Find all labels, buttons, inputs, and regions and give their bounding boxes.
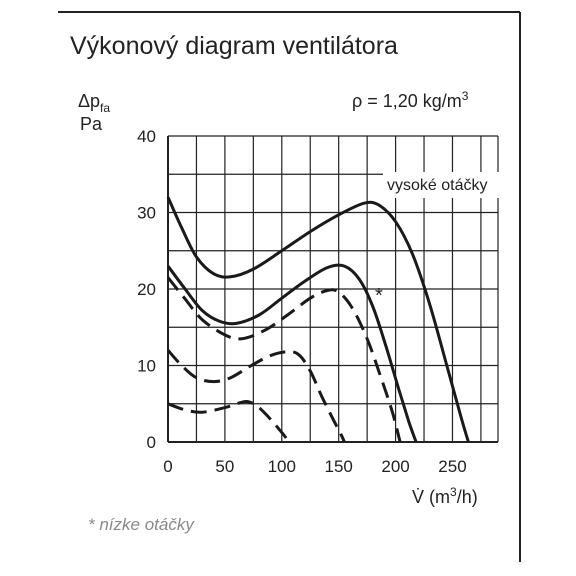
- tick-labels: 0 10 20 30 40 0 50 100 150 200 250: [137, 127, 467, 476]
- y-axis-subscript: fa: [100, 101, 110, 115]
- series-line-5-dashed: [167, 400, 290, 443]
- x-axis-suffix: /h): [457, 487, 478, 507]
- series-line-1-solid: [166, 196, 470, 443]
- footnote: * nízke otáčky: [88, 515, 195, 534]
- y-axis-unit: Pa: [80, 114, 103, 134]
- x-axis-label: V̇ (m3/h): [412, 485, 478, 507]
- density-label: ρ = 1,20 kg/m3: [352, 89, 469, 111]
- series-line-3-dashed: [166, 276, 402, 443]
- high-speed-label: vysoké otáčky: [387, 177, 487, 194]
- density-text: ρ = 1,20 kg/m: [352, 91, 462, 111]
- y-axis-delta: Δp: [78, 91, 100, 111]
- x-tick-label: 150: [325, 457, 353, 476]
- y-tick-label: 20: [137, 280, 156, 299]
- x-tick-label: 200: [381, 457, 409, 476]
- series-line-4-dashed: [166, 349, 346, 443]
- y-tick-label: 30: [137, 204, 156, 223]
- x-tick-label: 250: [438, 457, 466, 476]
- y-axis-label: Δpfa: [78, 91, 110, 115]
- x-axis-prefix: V̇ (m: [412, 487, 450, 507]
- y-tick-label: 0: [147, 433, 156, 452]
- series-lines: [166, 196, 470, 443]
- series-line-2-solid: [166, 263, 418, 443]
- high-speed-label-bg: [383, 172, 499, 198]
- x-tick-label: 0: [163, 457, 172, 476]
- y-tick-label: 10: [137, 357, 156, 376]
- asterisk-marker: *: [375, 285, 383, 307]
- density-exponent: 3: [462, 89, 469, 103]
- x-tick-label: 100: [268, 457, 296, 476]
- x-tick-label: 50: [215, 457, 234, 476]
- chart-title: Výkonový diagram ventilátora: [70, 32, 398, 60]
- y-tick-label: 40: [137, 127, 156, 146]
- x-axis-exponent: 3: [450, 485, 457, 499]
